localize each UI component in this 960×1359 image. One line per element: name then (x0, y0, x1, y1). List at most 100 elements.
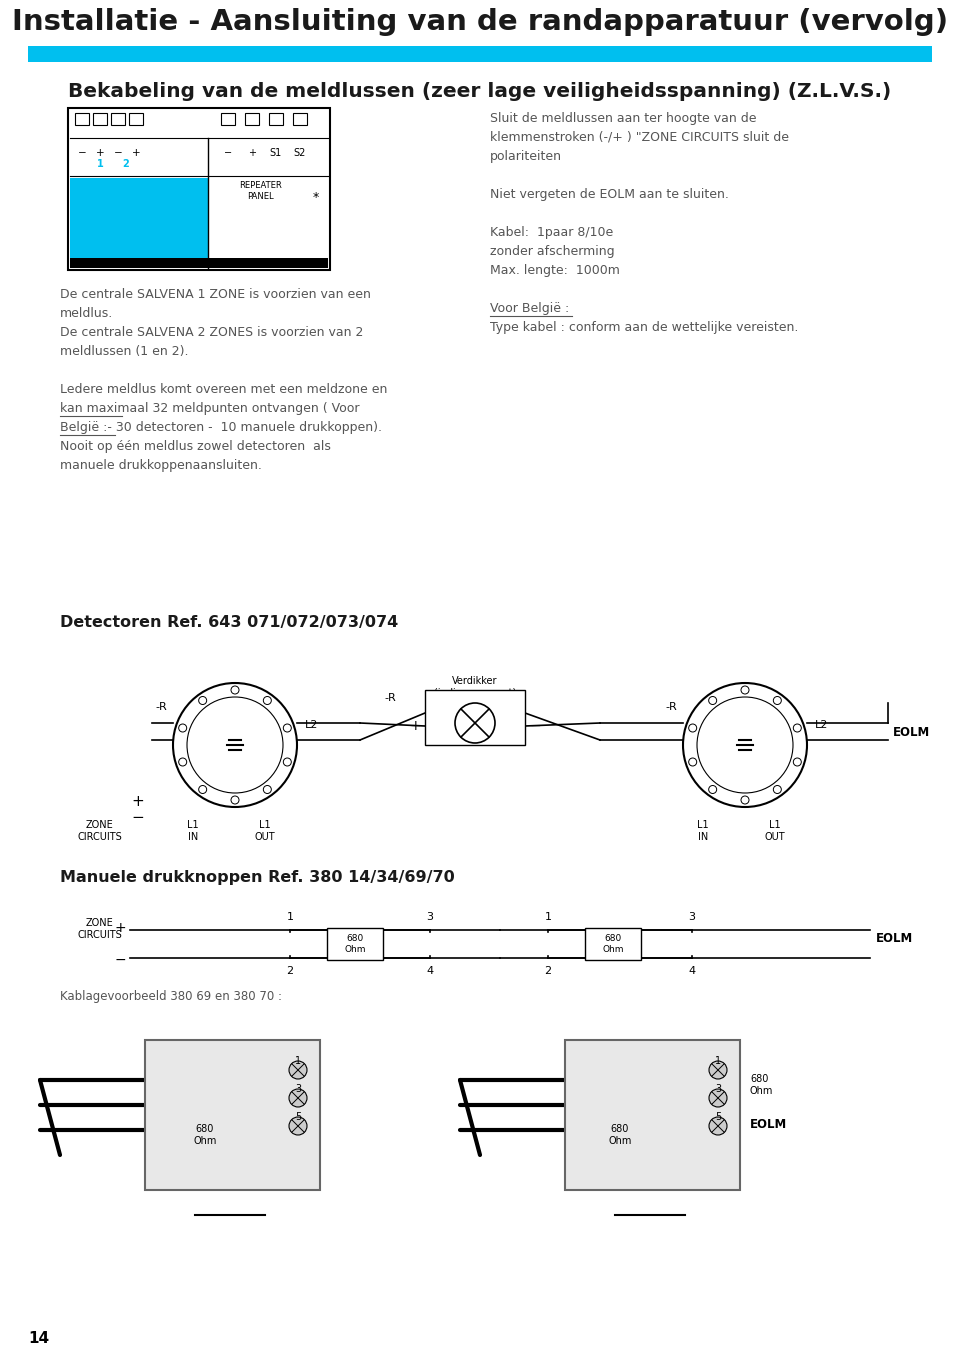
Text: zonder afscherming: zonder afscherming (490, 245, 614, 258)
Text: Voor België :: Voor België : (490, 302, 569, 315)
Text: L2: L2 (305, 720, 319, 730)
Text: ZONE
CIRCUITS: ZONE CIRCUITS (78, 819, 122, 843)
Text: De centrale SALVENA 1 ZONE is voorzien van een: De centrale SALVENA 1 ZONE is voorzien v… (60, 288, 371, 300)
Text: +: + (248, 148, 256, 158)
Text: 1: 1 (295, 1056, 301, 1065)
Text: 1: 1 (286, 912, 294, 921)
Text: Niet vergeten de EOLM aan te sluiten.: Niet vergeten de EOLM aan te sluiten. (490, 188, 729, 201)
Text: −: − (114, 953, 126, 968)
Text: 680
Ohm: 680 Ohm (609, 1124, 632, 1146)
Bar (245, 113, 259, 125)
Text: 4: 4 (688, 966, 696, 976)
Text: meldlus.: meldlus. (60, 307, 113, 319)
Text: polariteiten: polariteiten (490, 149, 562, 163)
Text: 3: 3 (295, 1084, 301, 1094)
Text: Max. lengte:  1000m: Max. lengte: 1000m (490, 264, 620, 277)
Text: +: + (114, 921, 126, 935)
Bar (293, 113, 307, 125)
Text: *: * (313, 192, 319, 204)
Text: 2: 2 (286, 966, 294, 976)
Text: S1: S1 (270, 148, 282, 158)
Text: −: − (224, 148, 232, 158)
Bar (269, 113, 283, 125)
Text: -R: -R (384, 693, 396, 703)
Text: 1: 1 (544, 912, 551, 921)
Text: Manuele drukknoppen Ref. 380 14/34/69/70: Manuele drukknoppen Ref. 380 14/34/69/70 (60, 870, 455, 885)
Text: 680
Ohm: 680 Ohm (602, 934, 624, 954)
Text: 1: 1 (97, 159, 104, 169)
Text: L1
IN: L1 IN (187, 819, 199, 841)
Text: 5: 5 (295, 1112, 301, 1123)
Text: klemmenstroken (-/+ ) "ZONE CIRCUITS sluit de: klemmenstroken (-/+ ) "ZONE CIRCUITS slu… (490, 130, 789, 144)
Bar (129, 113, 143, 125)
Bar (425, 690, 525, 745)
Text: 680
Ohm: 680 Ohm (193, 1124, 217, 1146)
Text: EOLM: EOLM (876, 931, 913, 945)
Text: meldlussen (1 en 2).: meldlussen (1 en 2). (60, 345, 188, 357)
Text: De centrale SALVENA 2 ZONES is voorzien van 2: De centrale SALVENA 2 ZONES is voorzien … (60, 326, 364, 338)
Text: 2: 2 (123, 159, 130, 169)
Text: EOLM: EOLM (893, 727, 930, 739)
Bar (68, 107, 330, 270)
Text: Installatie - Aansluiting van de randapparatuur (vervolg): Installatie - Aansluiting van de randapp… (12, 8, 948, 35)
Text: −: − (113, 148, 122, 158)
Text: +: + (96, 148, 105, 158)
Text: L2: L2 (815, 720, 828, 730)
Text: L1
OUT: L1 OUT (254, 819, 276, 841)
Text: REPEATER
PANEL: REPEATER PANEL (239, 181, 281, 201)
Text: België :- 30 detectoren -  10 manuele drukkoppen).: België :- 30 detectoren - 10 manuele dru… (60, 421, 382, 434)
Text: 5: 5 (715, 1112, 721, 1123)
Text: Kablagevoorbeeld 380 69 en 380 70 :: Kablagevoorbeeld 380 69 en 380 70 : (60, 989, 282, 1003)
Text: ZONE
CIRCUITS: ZONE CIRCUITS (78, 917, 122, 940)
Text: Verdikker
(indien gewenst): Verdikker (indien gewenst) (434, 675, 516, 699)
Text: EOLM: EOLM (750, 1118, 787, 1132)
Text: Sluit de meldlussen aan ter hoogte van de: Sluit de meldlussen aan ter hoogte van d… (490, 111, 756, 125)
Text: 2: 2 (544, 966, 552, 976)
Bar (93, 113, 107, 125)
Text: manuele drukkoppenaansluiten.: manuele drukkoppenaansluiten. (60, 459, 262, 472)
Bar (585, 928, 641, 959)
Text: -R: -R (665, 703, 677, 712)
Text: Ledere meldlus komt overeen met een meldzone en: Ledere meldlus komt overeen met een meld… (60, 383, 388, 395)
Bar (28, 46, 932, 63)
Text: -R: -R (156, 703, 167, 712)
Text: Detectoren Ref. 643 071/072/073/074: Detectoren Ref. 643 071/072/073/074 (60, 616, 398, 631)
Circle shape (709, 1117, 727, 1135)
Text: Bekabeling van de meldlussen (zeer lage veiligheidsspanning) (Z.L.V.S.): Bekabeling van de meldlussen (zeer lage … (68, 82, 892, 101)
Circle shape (289, 1089, 307, 1108)
Text: +: + (132, 795, 144, 810)
Text: +: + (409, 719, 420, 733)
Text: 5: 5 (610, 939, 616, 949)
Bar (221, 113, 235, 125)
Bar (111, 113, 125, 125)
Text: 3: 3 (688, 912, 695, 921)
Text: ZONE CIRCUITS: ZONE CIRCUITS (102, 192, 174, 201)
Text: S2: S2 (294, 148, 306, 158)
Text: +: + (132, 148, 140, 158)
Bar (75, 113, 89, 125)
Text: Kabel:  1paar 8/10e: Kabel: 1paar 8/10e (490, 226, 613, 239)
Circle shape (709, 1061, 727, 1079)
Circle shape (709, 1089, 727, 1108)
Text: 14: 14 (28, 1330, 49, 1345)
Text: kan maximaal 32 meldpunten ontvangen ( Voor: kan maximaal 32 meldpunten ontvangen ( V… (60, 402, 359, 414)
Text: 680
Ohm: 680 Ohm (345, 934, 366, 954)
Bar (145, 1040, 320, 1190)
Text: Nooit op één meldlus zowel detectoren  als: Nooit op één meldlus zowel detectoren al… (60, 440, 331, 453)
Text: 680
Ohm: 680 Ohm (750, 1074, 774, 1095)
Circle shape (289, 1117, 307, 1135)
Text: 1: 1 (715, 1056, 721, 1065)
Text: 3: 3 (715, 1084, 721, 1094)
Text: −: − (78, 148, 86, 158)
Text: 4: 4 (426, 966, 434, 976)
Text: −: − (132, 810, 144, 825)
Text: −: − (529, 719, 540, 733)
Text: 3: 3 (426, 912, 434, 921)
Bar (565, 1040, 740, 1190)
Circle shape (289, 1061, 307, 1079)
Text: L1
IN: L1 IN (697, 819, 708, 841)
Text: Type kabel : conform aan de wettelijke vereisten.: Type kabel : conform aan de wettelijke v… (490, 321, 799, 334)
Text: L1
OUT: L1 OUT (765, 819, 785, 841)
Bar (70, 258, 328, 268)
Bar (70, 178, 208, 268)
